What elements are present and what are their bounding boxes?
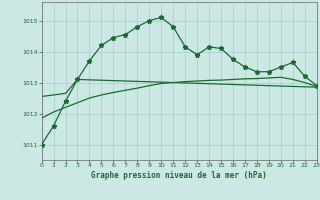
X-axis label: Graphe pression niveau de la mer (hPa): Graphe pression niveau de la mer (hPa) — [91, 171, 267, 180]
